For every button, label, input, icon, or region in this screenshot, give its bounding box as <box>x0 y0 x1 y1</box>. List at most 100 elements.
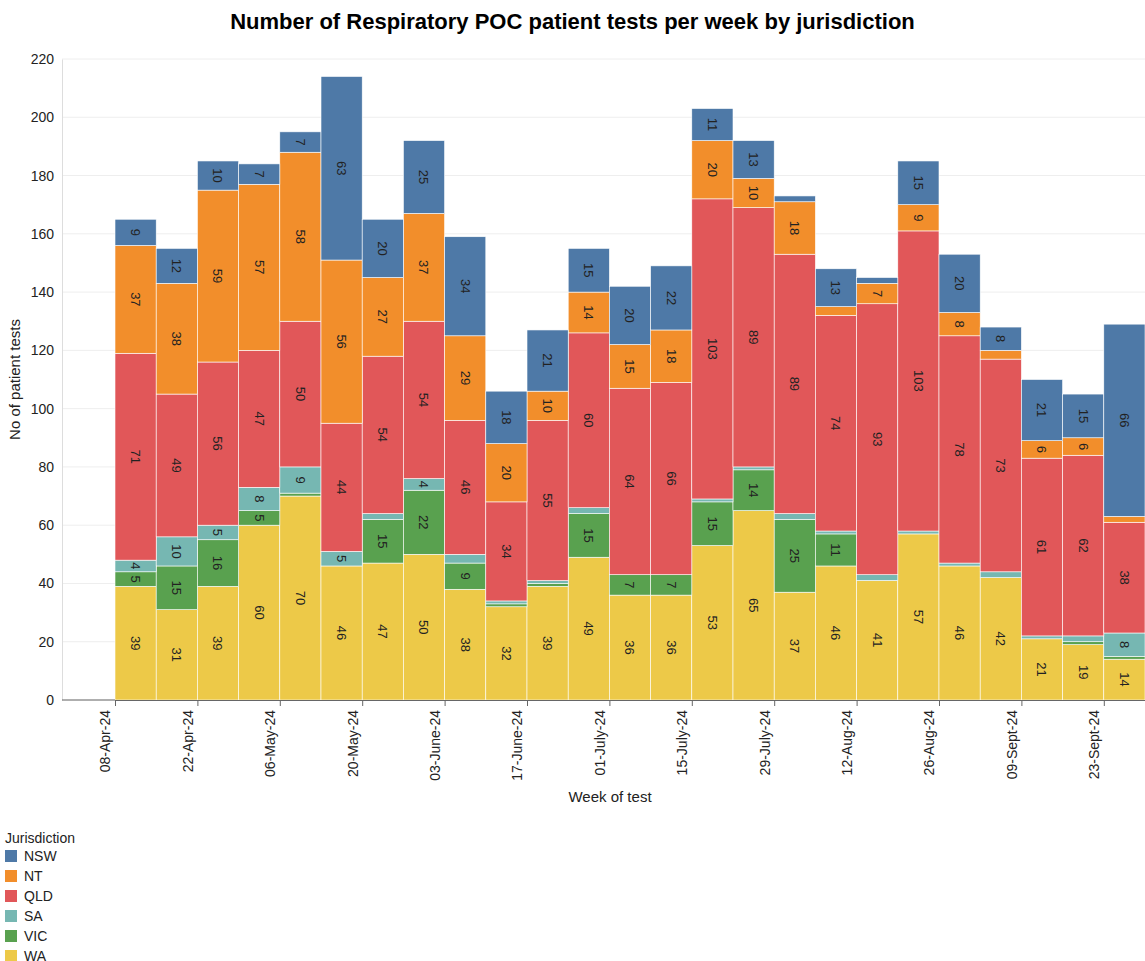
data-label: 7 <box>252 170 267 177</box>
bar-segment <box>815 307 856 316</box>
bar-segment <box>939 312 980 335</box>
data-label: 32 <box>499 646 514 660</box>
data-label: 89 <box>787 377 802 391</box>
data-label: 38 <box>1117 570 1132 584</box>
bar-segment <box>280 321 321 467</box>
bar-segment <box>1021 441 1062 458</box>
data-label: 38 <box>458 637 473 651</box>
bar-segment <box>445 554 486 563</box>
data-label: 37 <box>787 639 802 653</box>
data-label: 57 <box>911 610 926 624</box>
bar-segment <box>321 76 362 260</box>
x-tick-label: 15-July-24 <box>674 710 690 776</box>
legend-title: Jurisdiction <box>5 830 75 846</box>
x-tick-label: 06-May-24 <box>262 710 278 777</box>
bar-segment <box>197 190 238 362</box>
bar-segment <box>321 566 362 700</box>
bar-segment <box>568 292 609 333</box>
bar-segment <box>115 572 156 587</box>
data-label: 21 <box>1034 403 1049 417</box>
x-tick-mark <box>1021 700 1022 706</box>
legend-label: NSW <box>24 848 57 864</box>
bar-segment <box>1104 522 1145 633</box>
data-label: 53 <box>705 616 720 630</box>
bar-segment <box>1021 639 1062 700</box>
legend-swatch <box>5 870 17 882</box>
data-label: 78 <box>952 442 967 456</box>
x-tick: 29-July-24 <box>757 700 775 775</box>
data-label: 10 <box>540 398 555 412</box>
x-tick: 12-Aug-24 <box>839 700 857 775</box>
x-baseline <box>62 700 115 701</box>
bar-segment <box>651 595 692 700</box>
bar-segment <box>486 601 527 604</box>
data-labels: 3931396070464750383239493636536537464157… <box>128 118 1132 687</box>
bar-segment <box>939 254 980 312</box>
bar-segment <box>774 202 815 254</box>
bar-segment <box>898 534 939 700</box>
bar-segment <box>1063 642 1104 645</box>
bar-segment <box>692 546 733 700</box>
x-tick-mark <box>1104 700 1105 706</box>
x-tick-label: 26-Aug-24 <box>921 710 937 776</box>
legend-swatch <box>5 930 17 942</box>
data-label: 103 <box>911 370 926 392</box>
data-label: 50 <box>416 620 431 634</box>
bar-segment <box>980 359 1021 572</box>
data-label: 103 <box>705 338 720 360</box>
bar-segment <box>692 499 733 502</box>
data-label: 8 <box>993 335 1008 342</box>
x-tick-label: 29-July-24 <box>757 710 773 776</box>
bar-segment <box>156 566 197 610</box>
bar-segment <box>156 610 197 700</box>
bar-segment <box>197 362 238 525</box>
bar-segment <box>321 260 362 423</box>
data-label: 56 <box>334 334 349 348</box>
data-label: 25 <box>416 170 431 184</box>
bar-segment <box>980 327 1021 350</box>
bar-segment <box>1104 633 1145 656</box>
bar-segment <box>651 330 692 382</box>
x-axis-line <box>116 701 1145 707</box>
data-label: 5 <box>334 555 349 562</box>
bar-segment <box>609 345 650 389</box>
data-label: 63 <box>334 161 349 175</box>
x-tick: 17-June-24 <box>509 700 527 781</box>
data-label: 20 <box>705 162 720 176</box>
data-label: 15 <box>581 528 596 542</box>
data-label: 74 <box>828 416 843 430</box>
bar-segment <box>527 330 568 391</box>
x-tick-mark <box>857 700 858 706</box>
bar-segment <box>445 420 486 554</box>
bar-segment <box>486 604 527 607</box>
bar-segment <box>445 237 486 336</box>
data-label: 7 <box>293 138 308 145</box>
y-tick-label: 200 <box>31 109 55 125</box>
y-axis-title: No of patient tests <box>6 319 23 440</box>
bar-segment <box>692 502 733 546</box>
y-tick-label: 0 <box>46 692 54 708</box>
legend-item: QLD <box>5 888 53 904</box>
bar-segment <box>774 519 815 592</box>
y-axis-line <box>62 60 63 701</box>
bar-segment <box>692 141 733 199</box>
bar-segment <box>321 423 362 551</box>
bar-segment <box>486 502 527 601</box>
data-label: 19 <box>1076 665 1091 679</box>
bar-segment <box>486 607 527 700</box>
bar-segment <box>403 554 444 700</box>
bar-segment <box>568 557 609 700</box>
data-label: 15 <box>1076 409 1091 423</box>
bar-segment <box>527 583 568 586</box>
bar-segment <box>815 315 856 531</box>
grid-line <box>62 59 1145 60</box>
bar-segment <box>733 511 774 700</box>
bar-segment <box>651 575 692 595</box>
data-label: 13 <box>828 280 843 294</box>
x-tick: 26-Aug-24 <box>921 700 939 775</box>
data-label: 14 <box>581 305 596 319</box>
y-tick-label: 20 <box>38 634 54 650</box>
bar-segment <box>1104 516 1145 522</box>
x-tick-label: 03-June-24 <box>427 710 443 781</box>
data-label: 12 <box>169 259 184 273</box>
